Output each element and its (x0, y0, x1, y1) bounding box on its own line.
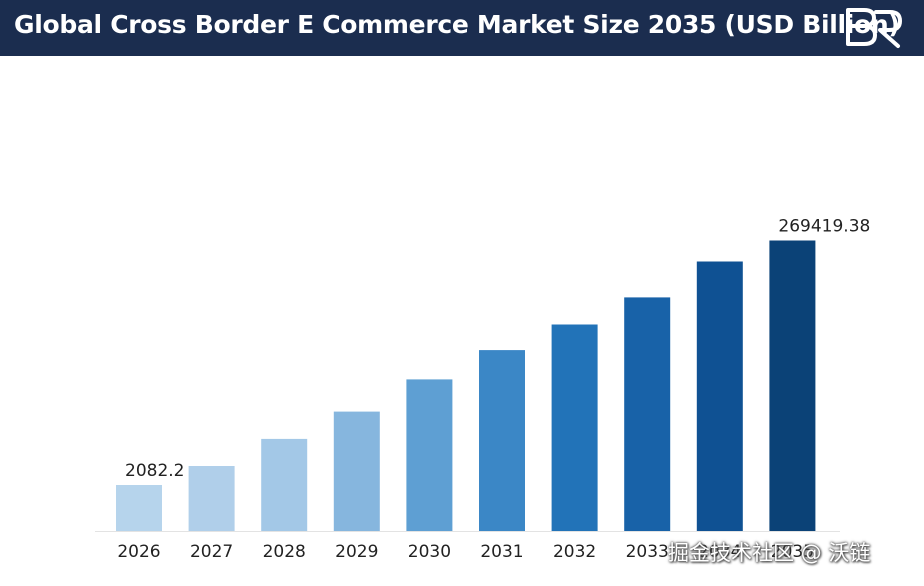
data-label: 269419.38 (778, 217, 870, 237)
x-tick-label: 2033 (626, 542, 669, 562)
x-tick-label: 2032 (553, 542, 596, 562)
x-tick-label: 2030 (408, 542, 451, 562)
bar-2028 (261, 438, 308, 531)
bar-2032 (551, 324, 598, 531)
bar-2033 (624, 297, 671, 531)
x-tick-label: 2034 (698, 542, 741, 562)
bar-2030 (406, 379, 453, 531)
bar-2029 (333, 411, 380, 531)
data-label: 2082.2 (125, 461, 184, 481)
x-tick-label: 2028 (263, 542, 306, 562)
bar-2034 (696, 261, 743, 531)
x-tick-label: 2026 (117, 542, 160, 562)
watermark: 掘金技术社区 @ 沃链 (668, 541, 871, 565)
x-tick-label: 2035 (771, 542, 814, 562)
chart-header: Global Cross Border E Commerce Market Si… (0, 0, 924, 56)
x-tick-label: 2031 (480, 542, 523, 562)
bar-2035 (769, 240, 816, 531)
brand-logo (842, 4, 906, 50)
bar-2026 (116, 485, 162, 531)
x-tick-label: 2029 (335, 542, 378, 562)
x-tick-label: 2027 (190, 542, 233, 562)
bar-2031 (479, 350, 525, 531)
bar-2027 (188, 466, 235, 531)
chart-title: Global Cross Border E Commerce Market Si… (14, 10, 900, 39)
bar-chart: 2026 2027 2028 2029 2030 2031 2032 2033 2034 2035… (95, 217, 870, 562)
